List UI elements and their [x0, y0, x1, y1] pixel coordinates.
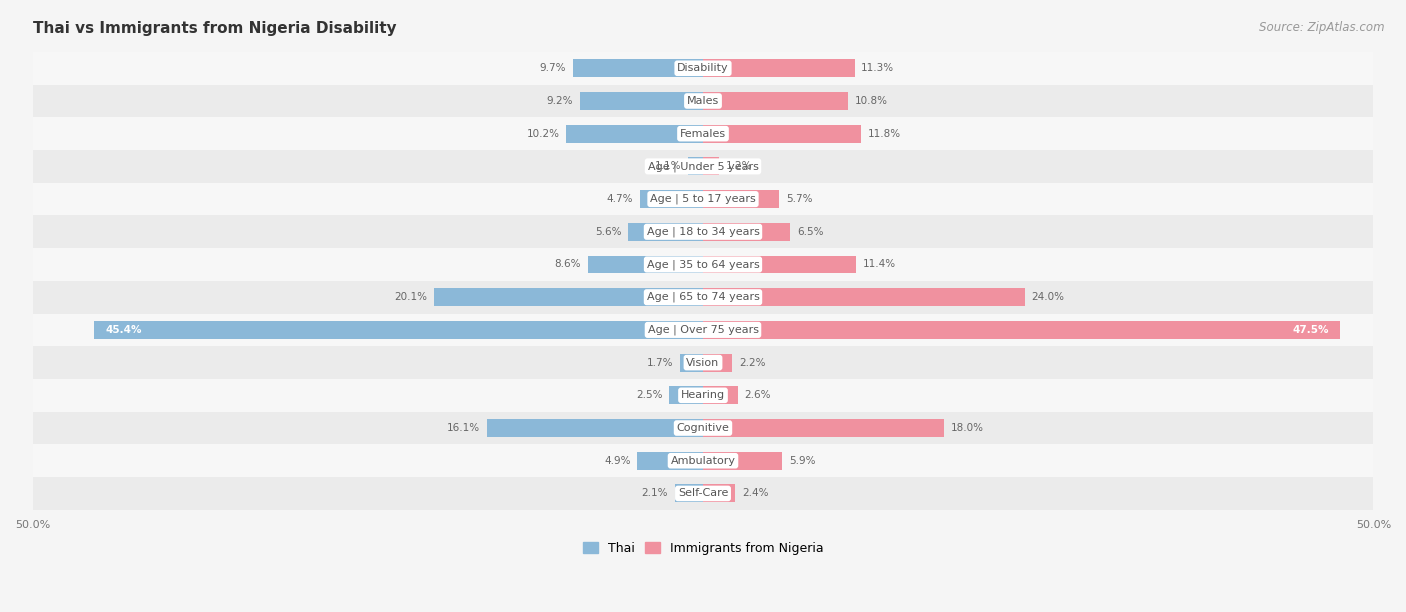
Text: 9.2%: 9.2%	[547, 96, 574, 106]
Text: Age | 35 to 64 years: Age | 35 to 64 years	[647, 259, 759, 270]
Bar	[94, 321, 703, 339]
Legend: Thai, Immigrants from Nigeria: Thai, Immigrants from Nigeria	[578, 537, 828, 560]
Text: 9.7%: 9.7%	[540, 63, 567, 73]
Text: Age | 5 to 17 years: Age | 5 to 17 years	[650, 194, 756, 204]
Text: Females: Females	[681, 129, 725, 139]
Bar	[675, 485, 703, 502]
Bar	[32, 379, 1374, 412]
Text: Vision: Vision	[686, 357, 720, 368]
Bar	[637, 452, 703, 470]
Bar	[32, 281, 1374, 313]
Text: 10.2%: 10.2%	[526, 129, 560, 139]
Text: 5.7%: 5.7%	[786, 194, 813, 204]
Text: Age | Over 75 years: Age | Over 75 years	[648, 324, 758, 335]
Text: 5.6%: 5.6%	[595, 227, 621, 237]
Text: 10.8%: 10.8%	[855, 96, 887, 106]
Text: Ambulatory: Ambulatory	[671, 456, 735, 466]
Text: 20.1%: 20.1%	[394, 292, 427, 302]
Text: 4.9%: 4.9%	[605, 456, 631, 466]
Text: 5.9%: 5.9%	[789, 456, 815, 466]
Bar	[703, 125, 862, 143]
Bar	[703, 354, 733, 371]
Text: 8.6%: 8.6%	[554, 259, 581, 269]
Text: Source: ZipAtlas.com: Source: ZipAtlas.com	[1260, 21, 1385, 34]
Text: 2.4%: 2.4%	[742, 488, 769, 498]
Bar	[703, 321, 1340, 339]
Text: 6.5%: 6.5%	[797, 227, 824, 237]
Bar	[703, 419, 945, 437]
Text: Disability: Disability	[678, 63, 728, 73]
Bar	[669, 386, 703, 405]
Text: 2.2%: 2.2%	[740, 357, 766, 368]
Text: 1.2%: 1.2%	[725, 162, 752, 171]
Bar	[703, 255, 856, 274]
Bar	[703, 288, 1025, 306]
Text: 4.7%: 4.7%	[607, 194, 633, 204]
Bar	[567, 125, 703, 143]
Bar	[703, 452, 782, 470]
Bar	[32, 248, 1374, 281]
Bar	[703, 223, 790, 241]
Bar	[32, 150, 1374, 183]
Bar	[703, 92, 848, 110]
Text: 11.3%: 11.3%	[862, 63, 894, 73]
Bar	[433, 288, 703, 306]
Bar	[703, 190, 779, 208]
Bar	[703, 386, 738, 405]
Bar	[486, 419, 703, 437]
Text: 1.1%: 1.1%	[655, 162, 682, 171]
Bar	[32, 444, 1374, 477]
Text: 18.0%: 18.0%	[950, 423, 984, 433]
Bar	[32, 84, 1374, 118]
Text: Age | 18 to 34 years: Age | 18 to 34 years	[647, 226, 759, 237]
Text: 16.1%: 16.1%	[447, 423, 481, 433]
Text: Hearing: Hearing	[681, 390, 725, 400]
Bar	[689, 157, 703, 176]
Text: Age | 65 to 74 years: Age | 65 to 74 years	[647, 292, 759, 302]
Text: 2.5%: 2.5%	[637, 390, 662, 400]
Text: Males: Males	[688, 96, 718, 106]
Bar	[32, 346, 1374, 379]
Text: 2.6%: 2.6%	[745, 390, 770, 400]
Text: Age | Under 5 years: Age | Under 5 years	[648, 161, 758, 171]
Text: 11.4%: 11.4%	[862, 259, 896, 269]
Bar	[574, 59, 703, 77]
Bar	[32, 313, 1374, 346]
Text: 1.7%: 1.7%	[647, 357, 673, 368]
Bar	[32, 118, 1374, 150]
Bar	[32, 183, 1374, 215]
Bar	[681, 354, 703, 371]
Text: 45.4%: 45.4%	[105, 325, 142, 335]
Bar	[628, 223, 703, 241]
Text: 11.8%: 11.8%	[868, 129, 901, 139]
Bar	[703, 485, 735, 502]
Text: Cognitive: Cognitive	[676, 423, 730, 433]
Text: 2.1%: 2.1%	[641, 488, 668, 498]
Text: 47.5%: 47.5%	[1292, 325, 1329, 335]
Bar	[32, 412, 1374, 444]
Bar	[579, 92, 703, 110]
Bar	[32, 215, 1374, 248]
Bar	[588, 255, 703, 274]
Text: 24.0%: 24.0%	[1032, 292, 1064, 302]
Bar	[703, 59, 855, 77]
Text: Self-Care: Self-Care	[678, 488, 728, 498]
Bar	[32, 52, 1374, 84]
Bar	[640, 190, 703, 208]
Bar	[32, 477, 1374, 510]
Text: Thai vs Immigrants from Nigeria Disability: Thai vs Immigrants from Nigeria Disabili…	[32, 21, 396, 36]
Bar	[703, 157, 718, 176]
